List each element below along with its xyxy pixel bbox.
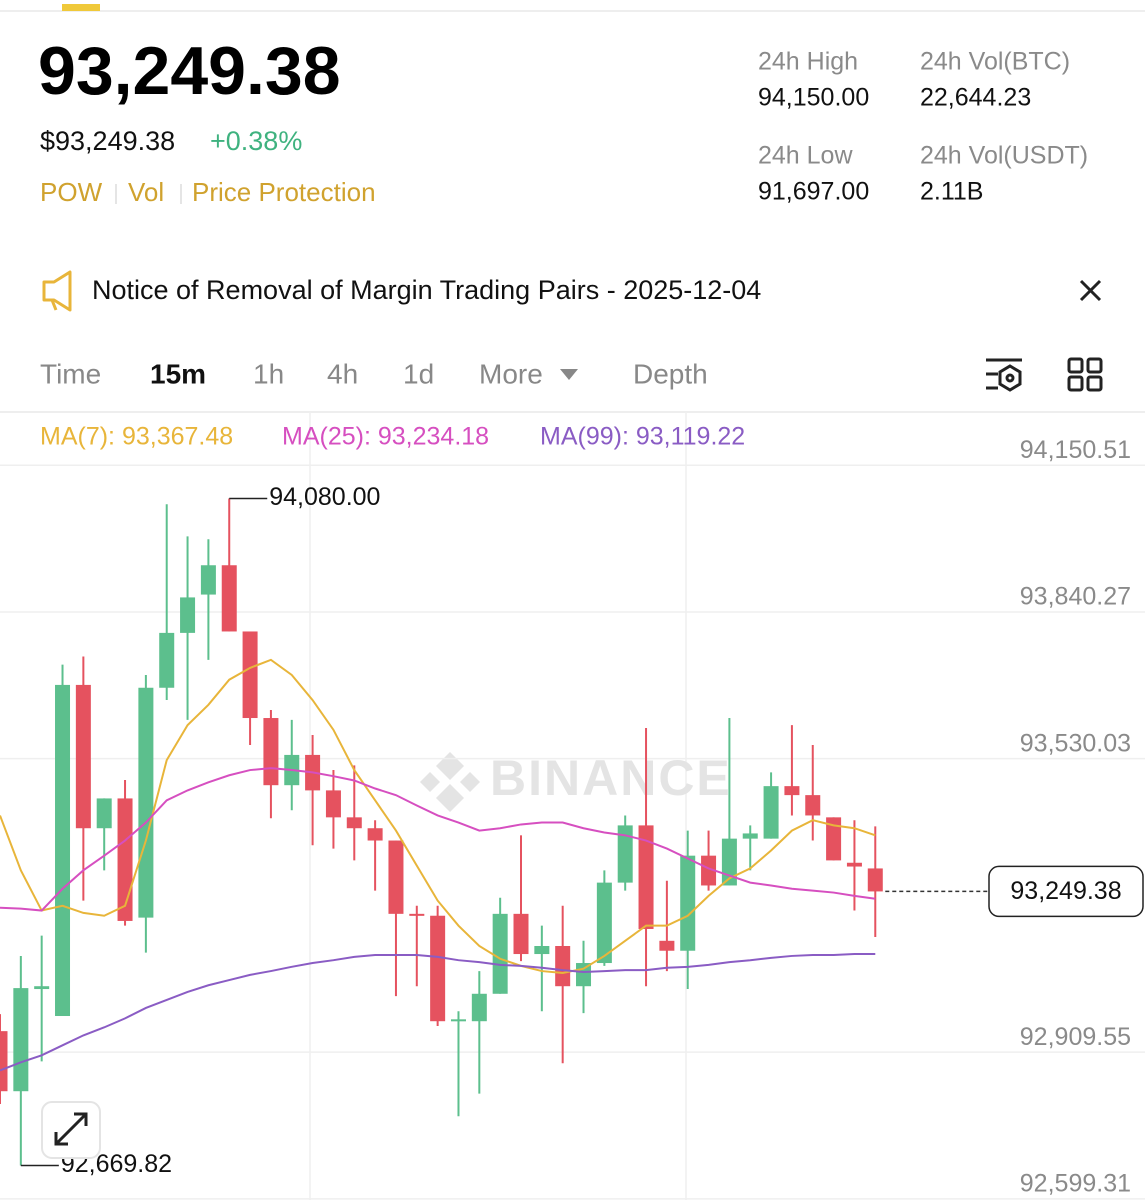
stat-value: 2.11B [920,178,983,206]
price-change: +0.38% [210,126,302,156]
stat-label: 24h Vol(BTC) [920,48,1070,76]
candle-body [346,817,362,829]
candle-body [680,855,696,951]
candle-body [742,833,758,839]
candle-body [534,946,550,955]
current-price-label: 93,249.38 [1010,877,1121,905]
candle-body [763,786,779,839]
candle-body [96,798,112,829]
interval-tab[interactable]: 4h [327,358,358,389]
ma-line [0,953,876,1072]
candle-body [471,993,487,1022]
stat-value: 94,150.00 [758,84,869,112]
megaphone-icon [42,270,72,312]
candle-body [555,946,571,987]
interval-tabs: Time 15m 1h 4h 1d More Depth [40,358,708,389]
chart: 94,150.51 93,840.27 93,530.03 92,909.55 92,5… [0,423,1145,1200]
candle-body [221,565,237,632]
candle-body [367,828,383,841]
fiat-price: $93,249.38 [40,126,175,156]
last-price: 93,249.38 [38,33,341,109]
interval-tab[interactable]: 15m [150,358,206,389]
ma-line [0,658,876,974]
candle-body [450,1019,466,1022]
candle-body [617,825,633,883]
candle-body [784,786,800,796]
tab-indicator [62,4,100,11]
candle-body [846,862,862,867]
candle-body [55,684,71,1017]
candle-body [325,790,341,818]
notice-text[interactable]: Notice of Removal of Margin Trading Pair… [92,275,761,305]
candle-body [263,718,279,786]
dropdown-arrow [560,369,578,380]
settings-icon[interactable] [986,358,1022,392]
candle-body [388,840,404,914]
interval-tab[interactable]: 1h [253,358,284,389]
y-tick-label: 94,150.51 [1020,436,1131,464]
candle-body [513,913,529,955]
y-tick-label: 92,599.31 [1020,1170,1131,1198]
interval-tab[interactable]: Time [40,358,101,389]
candle-body [200,565,216,595]
watermark-logo [420,752,480,812]
expand-button[interactable] [41,1101,101,1159]
stat-label: 24h High [758,48,858,76]
legend-entry: MA(7): 93,367.48 [40,423,233,451]
candle-body [409,913,425,916]
legend-entry: MA(99): 93,119.22 [540,423,745,451]
stat-value: 91,697.00 [758,178,869,206]
close-button[interactable] [1079,279,1102,302]
candle-body [638,825,654,929]
candle-body [75,684,91,829]
interval-tab[interactable]: Depth [633,358,708,389]
candle-body [701,855,717,886]
tag[interactable]: Price Protection [192,177,376,207]
candle-body [492,913,508,994]
legend-entry: MA(25): 93,234.18 [282,423,489,451]
candle-body [242,631,258,719]
candle-body [659,940,675,951]
y-tick-label: 93,530.03 [1020,729,1131,757]
candle-body [430,915,446,1022]
candle-body [138,687,154,918]
tag[interactable]: POW [40,177,103,207]
tag[interactable]: Vol [128,177,164,207]
stat-label: 24h Low [758,142,853,170]
interval-tab[interactable]: More [479,358,543,389]
candle-body [0,1031,8,1092]
candle-body [13,988,29,1092]
watermark: BINANCE [490,750,732,806]
candle-body [34,986,50,990]
interval-tab[interactable]: 1d [403,358,434,389]
y-tick-label: 93,840.27 [1020,583,1131,611]
ma-line [0,767,876,912]
candle-body [805,795,821,816]
candle-body [159,632,175,688]
candle-body [867,868,883,892]
candle-body [180,597,196,633]
stat-label: 24h Vol(USDT) [920,142,1088,170]
candle-body [596,882,612,964]
stat-value: 22,644.23 [920,84,1031,112]
layout-icon[interactable] [1067,357,1103,392]
candle-body [117,798,133,921]
current-price-box [988,865,1144,918]
annotation-label: 94,080.00 [269,483,380,511]
y-tick-label: 92,909.55 [1020,1023,1131,1051]
candle-body [826,817,842,861]
